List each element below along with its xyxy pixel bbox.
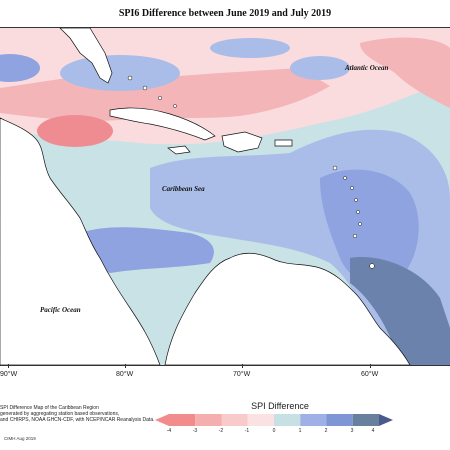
legend-swatch-3 xyxy=(221,414,248,426)
legend-tick-3: -2 xyxy=(218,428,224,434)
lon-tick-60w xyxy=(370,364,371,368)
wet-region-southwest xyxy=(80,227,214,273)
legend-arrow-right xyxy=(379,414,393,426)
spi-map: Atlantic Ocean Caribbean Sea Pacific Oce… xyxy=(0,27,450,366)
note-line-3: and CHIRPS, NOAA GHCN-CDF, with NCEP/NCA… xyxy=(0,417,155,423)
legend-swatch-1 xyxy=(169,414,196,426)
land-hispaniola xyxy=(221,131,263,153)
legend-arrow-left xyxy=(155,414,169,426)
legend-tick-5: 0 xyxy=(272,428,276,434)
wet-region-northwest xyxy=(60,55,180,91)
label-caribbean-sea: Caribbean Sea xyxy=(162,185,205,193)
wet-region-north-central xyxy=(290,56,350,80)
legend-swatch-4 xyxy=(247,414,274,426)
lon-label-90w: 90°W xyxy=(0,371,18,378)
lon-tick-70w xyxy=(242,364,243,368)
credit-text: CIMH Aug 2019 xyxy=(4,436,36,441)
legend-swatch-8 xyxy=(352,414,379,426)
legend-swatch-2 xyxy=(195,414,222,426)
label-atlantic-ocean: Atlantic Ocean xyxy=(345,64,389,72)
land-jamaica xyxy=(167,145,191,155)
legend-colorbar xyxy=(155,414,393,426)
lon-label-60w: 60°W xyxy=(361,371,379,378)
legend-tick-1: -4 xyxy=(166,428,172,434)
bahamas xyxy=(127,75,177,108)
note-line-2: generated by aggregating station based o… xyxy=(0,411,120,417)
dry-core-west xyxy=(37,115,113,147)
land-florida xyxy=(59,28,113,84)
legend-swatch-6 xyxy=(300,414,327,426)
land-south-america xyxy=(164,252,411,365)
lon-tick-90w xyxy=(8,364,9,368)
legend-tick-6: 1 xyxy=(298,428,302,434)
dry-region-northeast xyxy=(360,37,450,108)
legend-swatch-5 xyxy=(274,414,301,426)
land-cuba xyxy=(109,107,216,141)
wet-region-north xyxy=(210,38,290,58)
legend-tick-4: -1 xyxy=(244,428,250,434)
lon-label-70w: 70°W xyxy=(233,371,251,378)
land-puerto-rico xyxy=(274,139,293,147)
legend-tick-9: 4 xyxy=(371,428,375,434)
legend-swatch-7 xyxy=(326,414,353,426)
lon-label-80w: 80°W xyxy=(116,371,134,378)
map-title: SPI6 Difference between June 2019 and Ju… xyxy=(118,8,332,19)
lesser-antilles xyxy=(332,165,375,269)
note-line-1: SPI Difference Map of the Caribbean Regi… xyxy=(0,405,99,411)
label-pacific-ocean: Pacific Ocean xyxy=(40,306,81,314)
legend-title: SPI Difference xyxy=(251,401,309,411)
wet-region-far-northwest xyxy=(0,54,40,82)
lon-tick-80w xyxy=(125,364,126,368)
wet-core-east xyxy=(320,169,419,286)
legend-tick-8: 3 xyxy=(350,428,354,434)
wet-strong-southeast xyxy=(350,257,450,365)
spi-map-canvas xyxy=(0,28,450,365)
legend-tick-7: 2 xyxy=(324,428,328,434)
land-central-america xyxy=(0,117,161,365)
legend-tick-2: -3 xyxy=(192,428,198,434)
